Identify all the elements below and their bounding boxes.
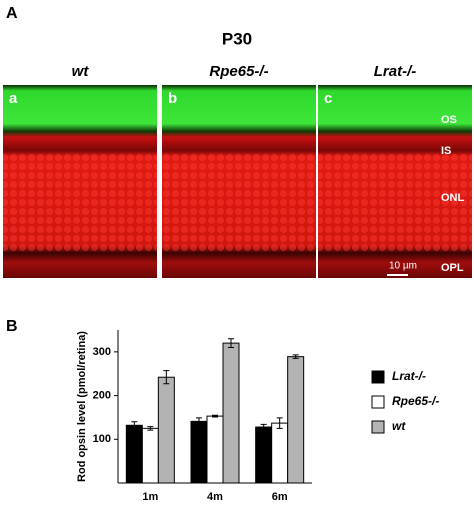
layer-label: ONL <box>441 192 465 204</box>
error-bar <box>131 421 138 430</box>
error-bar <box>292 354 299 359</box>
legend-swatch <box>371 370 385 384</box>
layer-label: IS <box>441 145 451 157</box>
error-bar <box>212 414 218 418</box>
legend-swatch <box>371 395 385 409</box>
bar <box>255 426 273 484</box>
error-bar <box>147 426 154 431</box>
y-tick-label: 300 <box>93 346 111 358</box>
bar <box>190 420 208 484</box>
bar <box>271 422 289 484</box>
cell-texture <box>3 153 157 253</box>
x-tick-label: 1m <box>142 491 158 503</box>
panel-label: A <box>6 5 18 22</box>
panel-title: P30 <box>222 29 252 48</box>
bar-chart: B 100 200 300 Rod opsin level (pmol/retina) 1… <box>6 318 439 503</box>
column-label: Lrat-/- <box>374 63 417 80</box>
scale-bar-label: 10 µm <box>389 261 417 272</box>
y-axis-label: Rod opsin level (pmol/retina) <box>76 331 88 482</box>
micrographs: wt a Rpe65-/- b Lrat-/- c OS IS ONL OPL 10 µm <box>3 63 472 278</box>
column-label: wt <box>72 63 90 80</box>
panel-letter: a <box>9 90 18 107</box>
layer-label: OPL <box>441 262 464 274</box>
bar <box>222 342 240 484</box>
y-tick-label: 200 <box>93 389 111 401</box>
legend-swatch <box>371 420 385 434</box>
y-tick-label: 100 <box>93 433 111 445</box>
bar <box>206 415 224 484</box>
column-label: Rpe65-/- <box>209 63 268 80</box>
layer-label: OS <box>441 114 457 126</box>
error-bar <box>163 370 170 385</box>
panel-letter: c <box>324 90 332 107</box>
cell-texture <box>162 153 316 253</box>
legend-label: Lrat-/- <box>392 369 426 383</box>
error-bar <box>196 417 202 426</box>
error-bar <box>276 417 283 429</box>
panel-letter: b <box>168 90 177 107</box>
x-tick-label: 6m <box>272 491 288 503</box>
legend-label: Rpe65-/- <box>392 394 439 408</box>
panel-label: B <box>6 318 18 335</box>
x-tick-label: 4m <box>207 491 223 503</box>
error-bar <box>260 423 267 431</box>
legend-label: wt <box>392 419 406 433</box>
cell-texture <box>318 153 472 253</box>
bar <box>287 356 305 484</box>
bar <box>157 376 175 484</box>
error-bar <box>228 338 234 348</box>
bar <box>141 427 159 484</box>
bar <box>125 424 143 484</box>
